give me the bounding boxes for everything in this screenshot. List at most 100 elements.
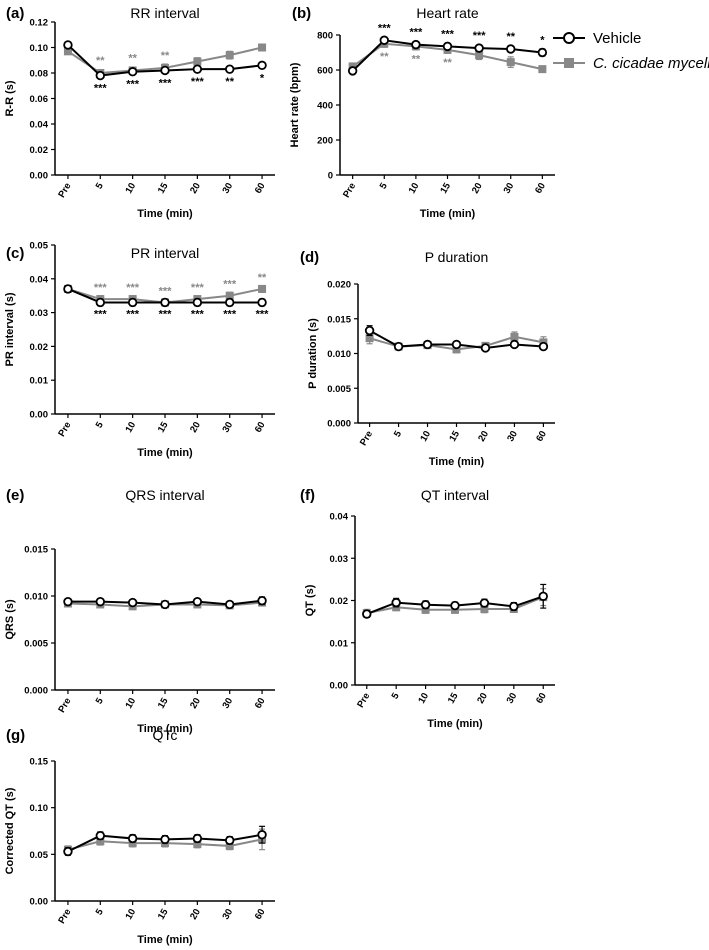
significance-marker-mycelia: ** xyxy=(161,50,170,62)
panel-letter: (f) xyxy=(300,487,315,504)
x-tick-label: 30 xyxy=(220,420,235,435)
chart-panel-b: (b) Heart rate 0 200 400 600 800 Pre 5 10 15 20 30 60… xyxy=(289,5,555,220)
y-tick-label: 200 xyxy=(317,136,333,147)
y-tick-label: 0.00 xyxy=(30,410,49,421)
x-tick-label: Pre xyxy=(56,181,73,200)
data-point-mycelia xyxy=(225,51,234,60)
x-tick-label: 60 xyxy=(253,181,268,196)
y-tick-label: 0.000 xyxy=(24,686,48,697)
data-point-vehicle xyxy=(379,35,389,45)
data-point-vehicle xyxy=(160,297,170,308)
chart-title: PR interval xyxy=(131,245,199,261)
legend: Vehicle C. cicadae mycelia xyxy=(553,30,709,72)
x-tick-label: 10 xyxy=(407,181,422,196)
significance-marker-vehicle: *** xyxy=(441,28,455,40)
y-axis-label: Heart rate (bpm) xyxy=(289,62,301,147)
chart-panel-e: (e) QRS interval 0.000 0.005 0.010 0.015 Pre 5 1… xyxy=(4,487,275,735)
data-point-vehicle xyxy=(506,44,516,54)
series-vehicle xyxy=(347,35,548,76)
y-tick-label: 0.00 xyxy=(330,681,349,692)
x-tick-label: 60 xyxy=(253,420,268,435)
x-tick-label: 30 xyxy=(220,907,235,922)
y-tick-label: 400 xyxy=(317,101,333,112)
data-point-mycelia xyxy=(506,58,515,67)
significance-marker-vehicle: *** xyxy=(191,76,205,88)
x-tick-label: 30 xyxy=(502,181,517,196)
y-axis-label: Corrected QT (s) xyxy=(4,787,16,874)
x-tick-label: 5 xyxy=(94,419,107,430)
data-point-vehicle xyxy=(63,40,73,50)
data-point-mycelia xyxy=(475,51,484,60)
data-point-vehicle xyxy=(127,597,138,608)
significance-marker-vehicle: *** xyxy=(223,308,237,320)
y-tick-label: 0.06 xyxy=(30,94,49,105)
y-tick-label: 0.015 xyxy=(24,545,48,556)
y-tick-label: 0.03 xyxy=(30,308,49,319)
data-point-vehicle xyxy=(451,339,462,350)
chart-panel-f: (f) QT interval 0.00 0.01 0.02 0.03 0.04 Pre 5 10… xyxy=(300,487,555,730)
data-point-vehicle xyxy=(192,596,203,607)
data-point-vehicle xyxy=(474,43,484,53)
significance-marker-vehicle: * xyxy=(260,72,265,84)
x-tick-label: Pre xyxy=(56,907,73,926)
x-axis-label: Time (min) xyxy=(137,447,193,459)
data-point-vehicle xyxy=(63,846,73,857)
y-tick-label: 0.00 xyxy=(30,171,49,182)
x-axis-label: Time (min) xyxy=(137,208,193,220)
data-point-vehicle xyxy=(63,284,73,294)
y-axis-label: QT (s) xyxy=(304,584,316,616)
x-tick-label: 5 xyxy=(94,180,107,191)
x-tick-label: 5 xyxy=(94,906,107,917)
x-axis-label: Time (min) xyxy=(137,723,193,735)
panel-letter: (b) xyxy=(292,5,311,22)
data-point-vehicle xyxy=(257,830,267,840)
data-point-vehicle xyxy=(480,343,491,353)
data-point-mycelia xyxy=(452,345,461,354)
significance-marker-vehicle: *** xyxy=(159,77,173,89)
data-point-vehicle xyxy=(127,297,138,308)
data-point-mycelia xyxy=(480,604,489,613)
data-point-vehicle xyxy=(442,41,453,52)
data-point-vehicle xyxy=(225,297,235,308)
significance-marker-mycelia: *** xyxy=(159,285,173,297)
data-point-mycelia xyxy=(365,334,374,343)
y-tick-label: 0.04 xyxy=(30,274,49,285)
y-tick-label: 0.00 xyxy=(30,897,49,908)
data-point-vehicle xyxy=(160,65,170,76)
x-tick-label: 5 xyxy=(94,695,107,706)
data-point-vehicle xyxy=(192,297,203,308)
chart-title: QT interval xyxy=(421,487,489,503)
x-tick-label: 5 xyxy=(378,180,391,191)
significance-marker-vehicle: *** xyxy=(256,308,270,320)
panel-letter: (g) xyxy=(6,727,25,744)
significance-marker-mycelia: ** xyxy=(128,52,137,64)
x-tick-label: Pre xyxy=(358,429,375,448)
series-vehicle xyxy=(362,583,548,619)
x-tick-label: 60 xyxy=(253,696,268,711)
chart-title: QTc xyxy=(153,727,178,743)
significance-marker-mycelia: ** xyxy=(443,57,452,69)
y-axis-label: R-R (s) xyxy=(4,80,16,116)
data-point-vehicle xyxy=(127,833,138,844)
series-vehicle xyxy=(63,40,267,81)
x-tick-label: 5 xyxy=(392,428,405,439)
legend-mycelia-label: C. cicadae mycelia xyxy=(593,55,709,72)
significance-marker-vehicle: *** xyxy=(94,308,108,320)
chart-title: Heart rate xyxy=(416,5,478,21)
y-axis-label: QRS (s) xyxy=(4,599,16,640)
x-tick-label: 20 xyxy=(188,181,203,196)
data-point-mycelia xyxy=(258,43,267,52)
data-point-mycelia xyxy=(96,837,105,846)
data-point-vehicle xyxy=(160,834,170,845)
data-point-vehicle xyxy=(538,591,548,601)
x-tick-label: 30 xyxy=(220,181,235,196)
panel-letter: (e) xyxy=(6,487,24,504)
x-axis-label: Time (min) xyxy=(420,208,476,220)
x-tick-label: 15 xyxy=(156,695,171,710)
data-point-vehicle xyxy=(257,596,267,606)
significance-marker-vehicle: ** xyxy=(506,31,515,43)
significance-marker-mycelia: *** xyxy=(94,282,108,294)
x-tick-label: 10 xyxy=(123,181,138,196)
significance-marker-mycelia: ** xyxy=(380,51,389,63)
